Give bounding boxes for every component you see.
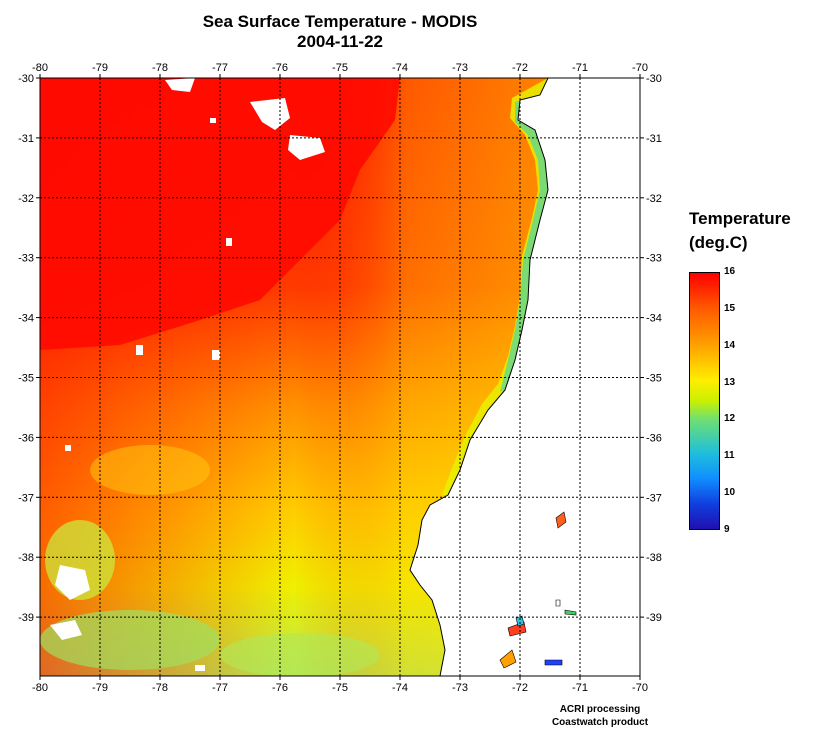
graticule xyxy=(40,78,640,676)
colorbar-tick-label: 13 xyxy=(724,376,736,388)
lon-tick-label-bottom: -70 xyxy=(632,682,648,694)
legend-units: (deg.C) xyxy=(689,233,748,252)
map-date: 2004-11-22 xyxy=(296,32,384,51)
lon-tick-label-bottom: -78 xyxy=(152,682,168,694)
colorbar-tick-label: 15 xyxy=(724,302,736,314)
lon-tick-label-bottom: -71 xyxy=(572,682,588,694)
legend-title: Temperature xyxy=(689,209,791,228)
lat-tick-label-left: -33 xyxy=(18,253,34,265)
map-title: Sea Surface Temperature - MODIS xyxy=(202,12,478,31)
lon-tick-label-bottom: -77 xyxy=(212,682,228,694)
color-scale-bar xyxy=(689,272,720,530)
lat-tick-label-right: -34 xyxy=(646,313,662,325)
lon-tick-label-top: -77 xyxy=(212,62,228,74)
lon-tick-label-top: -80 xyxy=(32,62,48,74)
lon-tick-label-top: -70 xyxy=(632,62,648,74)
lon-tick-label-top: -71 xyxy=(572,62,588,74)
colorbar-tick-label: 14 xyxy=(724,339,736,351)
lon-tick-label-top: -78 xyxy=(152,62,168,74)
lat-tick-label-left: -34 xyxy=(18,313,34,325)
lon-tick-label-top: -73 xyxy=(452,62,468,74)
lat-tick-label-right: -32 xyxy=(646,193,662,205)
lon-tick-label-bottom: -75 xyxy=(332,682,348,694)
lat-tick-label-right: -35 xyxy=(646,373,662,385)
lat-tick-label-left: -39 xyxy=(18,612,34,624)
lat-tick-label-left: -31 xyxy=(18,133,34,145)
lat-tick-label-left: -38 xyxy=(18,552,34,564)
lon-tick-label-bottom: -73 xyxy=(452,682,468,694)
lon-tick-label-bottom: -80 xyxy=(32,682,48,694)
inland-lakes xyxy=(499,511,577,669)
lon-tick-label-top: -72 xyxy=(512,62,528,74)
lon-tick-label-top: -76 xyxy=(272,62,288,74)
credit-processing: ACRI processing xyxy=(559,704,641,715)
lat-tick-label-right: -37 xyxy=(646,492,662,504)
lat-tick-label-left: -36 xyxy=(18,432,34,444)
lat-tick-label-left: -37 xyxy=(18,492,34,504)
colorbar-tick-label: 11 xyxy=(724,450,735,462)
credit-product: Coastwatch product xyxy=(551,717,649,728)
lon-tick-label-bottom: -79 xyxy=(92,682,108,694)
lat-tick-label-right: -33 xyxy=(646,253,662,265)
lon-tick-label-top: -79 xyxy=(92,62,108,74)
lat-tick-label-right: -31 xyxy=(646,133,662,145)
lon-tick-label-top: -74 xyxy=(392,62,408,74)
lat-tick-label-left: -32 xyxy=(18,193,34,205)
lat-tick-label-left: -30 xyxy=(18,73,34,85)
lat-tick-label-left: -35 xyxy=(18,373,34,385)
lon-tick-label-bottom: -76 xyxy=(272,682,288,694)
colorbar-tick-label: 16 xyxy=(724,266,736,277)
lat-tick-label-right: -38 xyxy=(646,552,662,564)
cloud-patches xyxy=(50,78,325,671)
lat-tick-label-right: -39 xyxy=(646,612,662,624)
lat-tick-label-right: -36 xyxy=(646,432,662,444)
lon-tick-label-top: -75 xyxy=(332,62,348,74)
lon-tick-label-bottom: -72 xyxy=(512,682,528,694)
lat-tick-label-right: -30 xyxy=(646,73,662,85)
lon-tick-label-bottom: -74 xyxy=(392,682,408,694)
colorbar-tick-label: 12 xyxy=(724,413,736,425)
colorbar-tick-label: 10 xyxy=(724,487,736,499)
colorbar-tick-label: 9 xyxy=(724,524,730,535)
